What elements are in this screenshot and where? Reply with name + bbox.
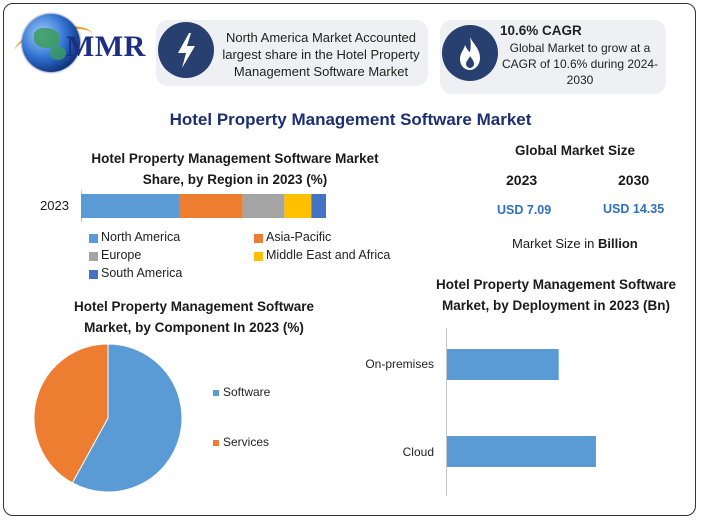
market-size-year-2030: 2030	[618, 172, 650, 188]
market-size-year-2023: 2023	[506, 172, 538, 188]
region-chart-title: Hotel Property Management Software Marke…	[91, 151, 379, 187]
component-pie-chart	[33, 343, 183, 493]
legend-swatch-middle-east-africa	[254, 252, 263, 261]
globe-icon	[22, 14, 80, 72]
region-bar-segment-south-america	[311, 194, 326, 218]
lightning-bolt-icon	[158, 22, 214, 78]
market-size-note-unit: Billion	[597, 236, 638, 251]
market-size-note-prefix: Market Size in	[512, 236, 598, 251]
region-stacked-bar	[81, 194, 326, 218]
region-bar-segment-europe	[242, 194, 285, 218]
flame-icon	[442, 25, 498, 81]
legend-swatch-europe	[89, 252, 98, 261]
infographic-frame	[3, 3, 696, 516]
legend-swatch-software	[213, 390, 219, 396]
legend-north-america: North America	[101, 230, 181, 244]
region-bar-segment-middle-east-and-africa	[284, 194, 312, 218]
legend-swatch-north-america	[89, 234, 98, 243]
region-bar-segment-north-america	[81, 194, 179, 218]
legend-swatch-services	[213, 440, 219, 446]
page-title: Hotel Property Management Software Marke…	[169, 110, 532, 129]
deployment-label-on-premises: On-premises	[365, 357, 434, 371]
deployment-bar-cloud	[447, 436, 596, 467]
cagr-text: Global Market to grow at a CAGR of 10.6%…	[501, 41, 659, 87]
callout-north-america-text: North America Market Accounted largest s…	[222, 30, 420, 79]
deployment-chart-title: Hotel Property Management Software Marke…	[435, 277, 677, 313]
region-year-label: 2023	[40, 198, 69, 213]
legend-swatch-asia-pacific	[254, 234, 263, 243]
pie-slice-services	[33, 343, 109, 484]
legend-services: Services	[223, 435, 270, 449]
region-bar-segment-asia-pacific	[179, 194, 243, 218]
legend-asia-pacific: Asia-Pacific	[266, 230, 332, 244]
component-chart-title: Hotel Property Management Software Marke…	[73, 299, 315, 335]
cagr-heading: 10.6% CAGR	[500, 23, 582, 38]
deployment-bar-chart	[447, 349, 596, 467]
market-size-heading: Global Market Size	[514, 143, 636, 158]
deployment-axis-line	[446, 328, 447, 496]
legend-middle-east-africa: Middle East and Africa	[266, 248, 391, 262]
market-size-note: Market Size in Billion	[512, 236, 638, 251]
legend-south-america: South America	[101, 266, 183, 280]
legend-europe: Europe	[101, 248, 142, 262]
market-size-value-2030: USD 14.35	[603, 202, 665, 216]
deployment-bar-on-premises	[447, 349, 559, 380]
legend-swatch-south-america	[89, 270, 98, 279]
legend-software: Software	[223, 385, 271, 399]
logo-text: MMR	[66, 30, 146, 63]
deployment-label-cloud: Cloud	[402, 445, 434, 459]
pie-slice-software	[71, 343, 183, 493]
market-size-value-2023: USD 7.09	[497, 203, 552, 217]
